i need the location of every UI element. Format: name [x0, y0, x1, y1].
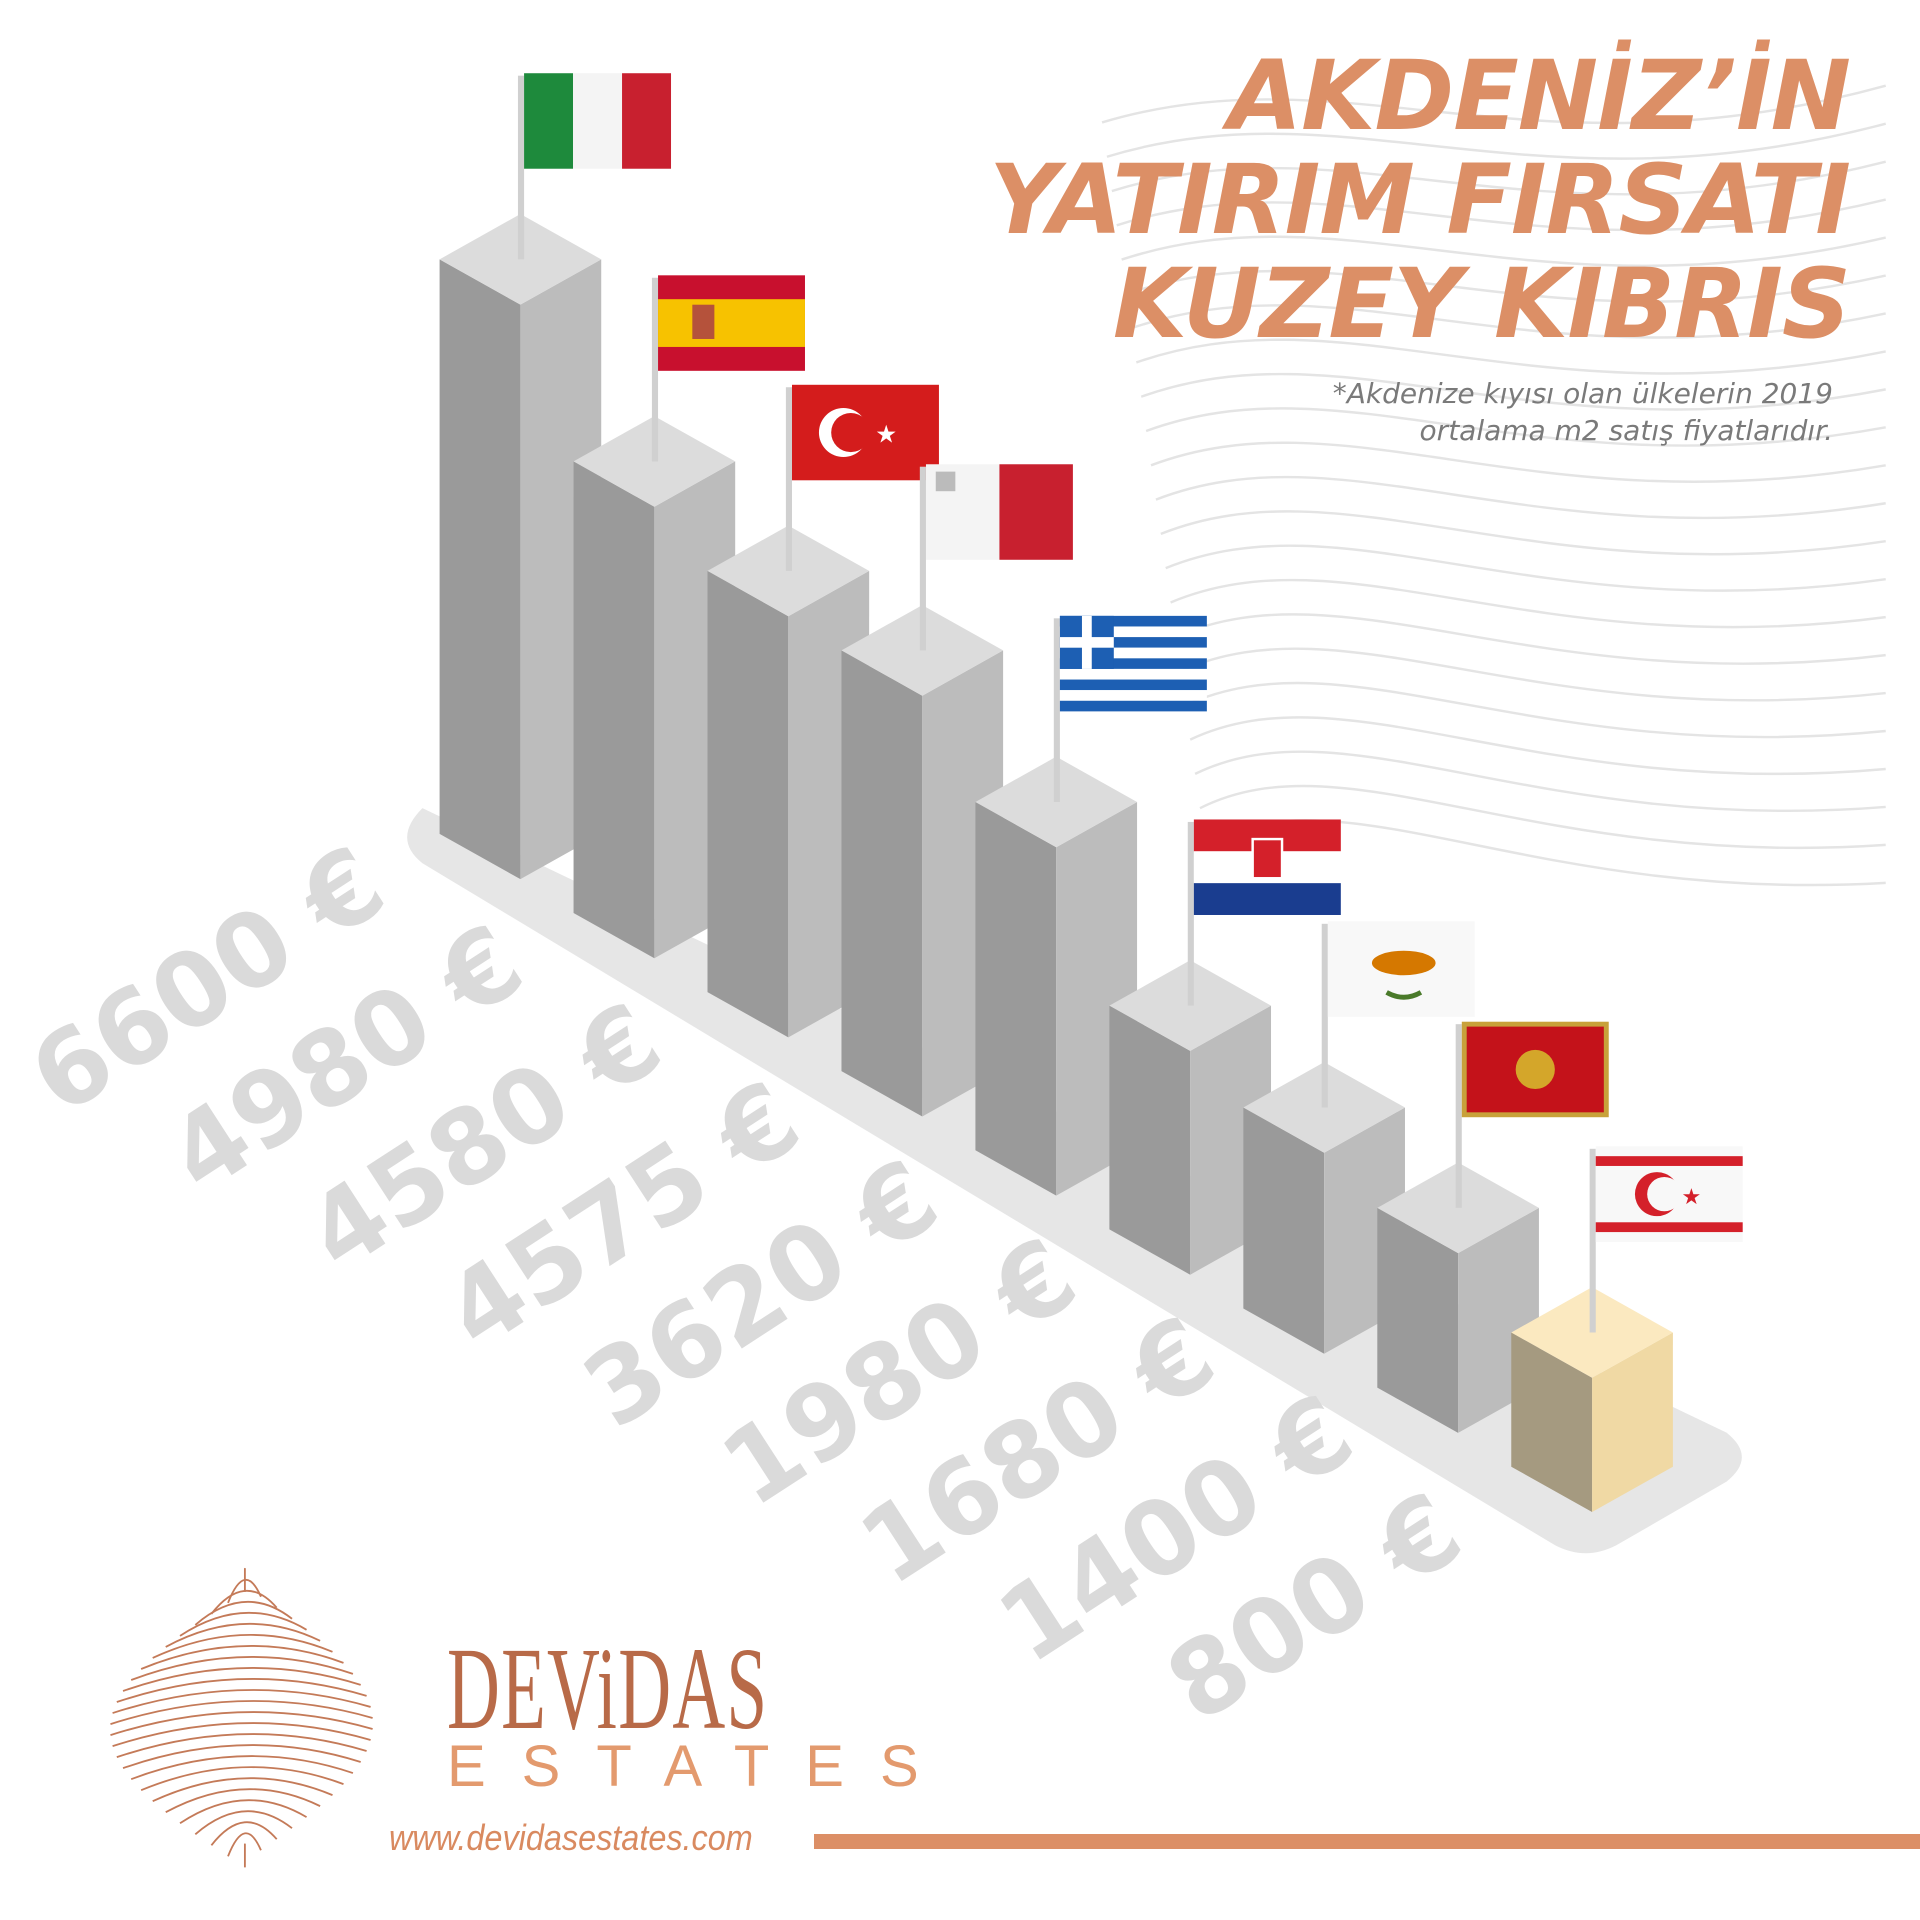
bar-top-face	[975, 756, 1138, 848]
bar-left-face	[707, 570, 789, 1038]
bar-top-face	[439, 214, 602, 305]
turkey-flag-icon: ★	[792, 384, 939, 481]
subtitle-line-2: ortalama m2 satış fiyatlarıdır.	[1419, 414, 1833, 447]
bar-6	[1109, 819, 1341, 1275]
flag-pole	[1321, 923, 1328, 1108]
bar-9: ★	[1511, 1146, 1743, 1512]
flag-pole	[785, 387, 792, 571]
svg-text:★: ★	[875, 419, 897, 448]
footer-rule	[814, 1834, 1920, 1849]
brand-name: DEViDAS	[447, 1623, 769, 1754]
montenegro-flag-icon	[1461, 1021, 1609, 1118]
flag-pole	[1187, 821, 1194, 1006]
bar-left-face	[841, 650, 923, 1117]
bar-left-face	[1511, 1332, 1593, 1512]
cyprus-flag-icon	[1327, 921, 1475, 1017]
bar-left-face	[1377, 1207, 1459, 1433]
bar-right-face	[1592, 1332, 1673, 1512]
title-line-1: AKDENİZ’İN	[1227, 40, 1851, 152]
northern-cyprus-flag-icon: ★	[1595, 1146, 1743, 1242]
croatia-flag-icon	[1193, 819, 1341, 915]
bar-left-face	[1243, 1107, 1325, 1354]
flag-pole	[1589, 1148, 1596, 1333]
flag-pole	[1455, 1024, 1462, 1208]
bar-left-face	[975, 801, 1057, 1196]
greece-flag-icon	[1059, 615, 1207, 712]
svg-text:★: ★	[1681, 1185, 1701, 1210]
website-link[interactable]: www.devidasestates.com	[389, 1817, 753, 1858]
title-line-3: KUZEY KIBRIS	[1112, 248, 1851, 360]
flag-pole	[517, 75, 525, 260]
bar-5	[975, 615, 1207, 1196]
bar-left-face	[1109, 1005, 1191, 1275]
spain-flag-icon	[658, 275, 805, 371]
flag-pole	[1053, 618, 1060, 802]
title-line-2: YATIRIM FIRSATI	[989, 144, 1851, 256]
italy-flag-icon	[524, 73, 672, 169]
malta-flag-icon	[925, 464, 1073, 560]
logo-swirl-icon	[110, 1567, 373, 1868]
brand-subtitle: ESTATES	[447, 1734, 955, 1799]
flag-pole	[651, 277, 659, 462]
bar-left-face	[573, 461, 655, 959]
flag-pole	[919, 466, 926, 651]
background-wave-pattern	[1101, 84, 1887, 887]
subtitle-line-1: *Akdenize kıyısı olan ülkelerin 2019	[1332, 377, 1833, 410]
bar-left-face	[439, 259, 521, 880]
